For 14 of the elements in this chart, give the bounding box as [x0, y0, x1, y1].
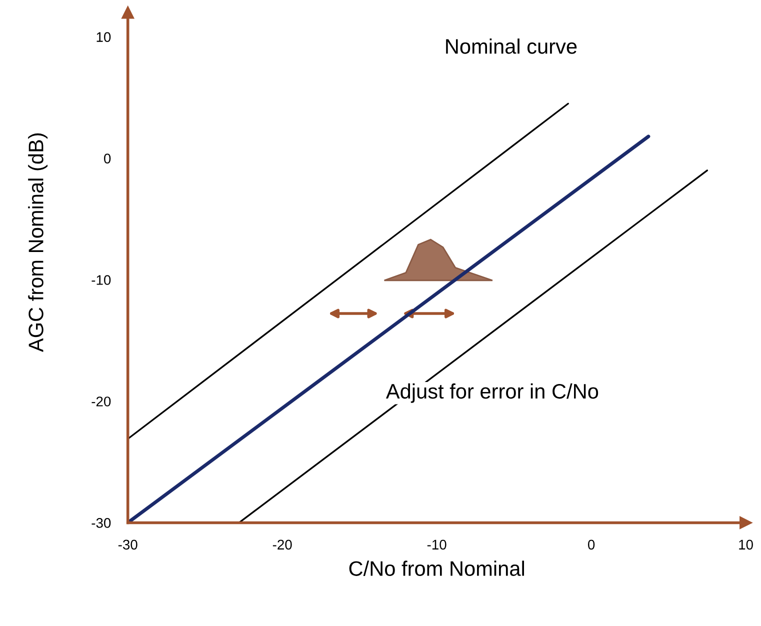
x-tick-label: -10	[427, 540, 446, 550]
y-tick-label: 10	[96, 32, 111, 42]
x-tick-label: -20	[272, 540, 292, 550]
x-tick-label: -30	[118, 540, 138, 550]
x-tick-label: 0	[588, 540, 595, 550]
x-tick-label: 10	[739, 540, 753, 550]
y-axis-title: AGC from Nominal (dB)	[28, 133, 48, 352]
x-axis-title: C/No from Nominal	[349, 560, 524, 576]
y-tick-label: -10	[92, 275, 111, 285]
annotation: Adjust for error in C/No	[386, 383, 598, 403]
y-tick-label: -30	[92, 518, 111, 528]
y-tick-label: 0	[104, 154, 111, 164]
y-tick-label: -20	[92, 396, 111, 406]
annotation: Nominal curve	[446, 38, 577, 54]
